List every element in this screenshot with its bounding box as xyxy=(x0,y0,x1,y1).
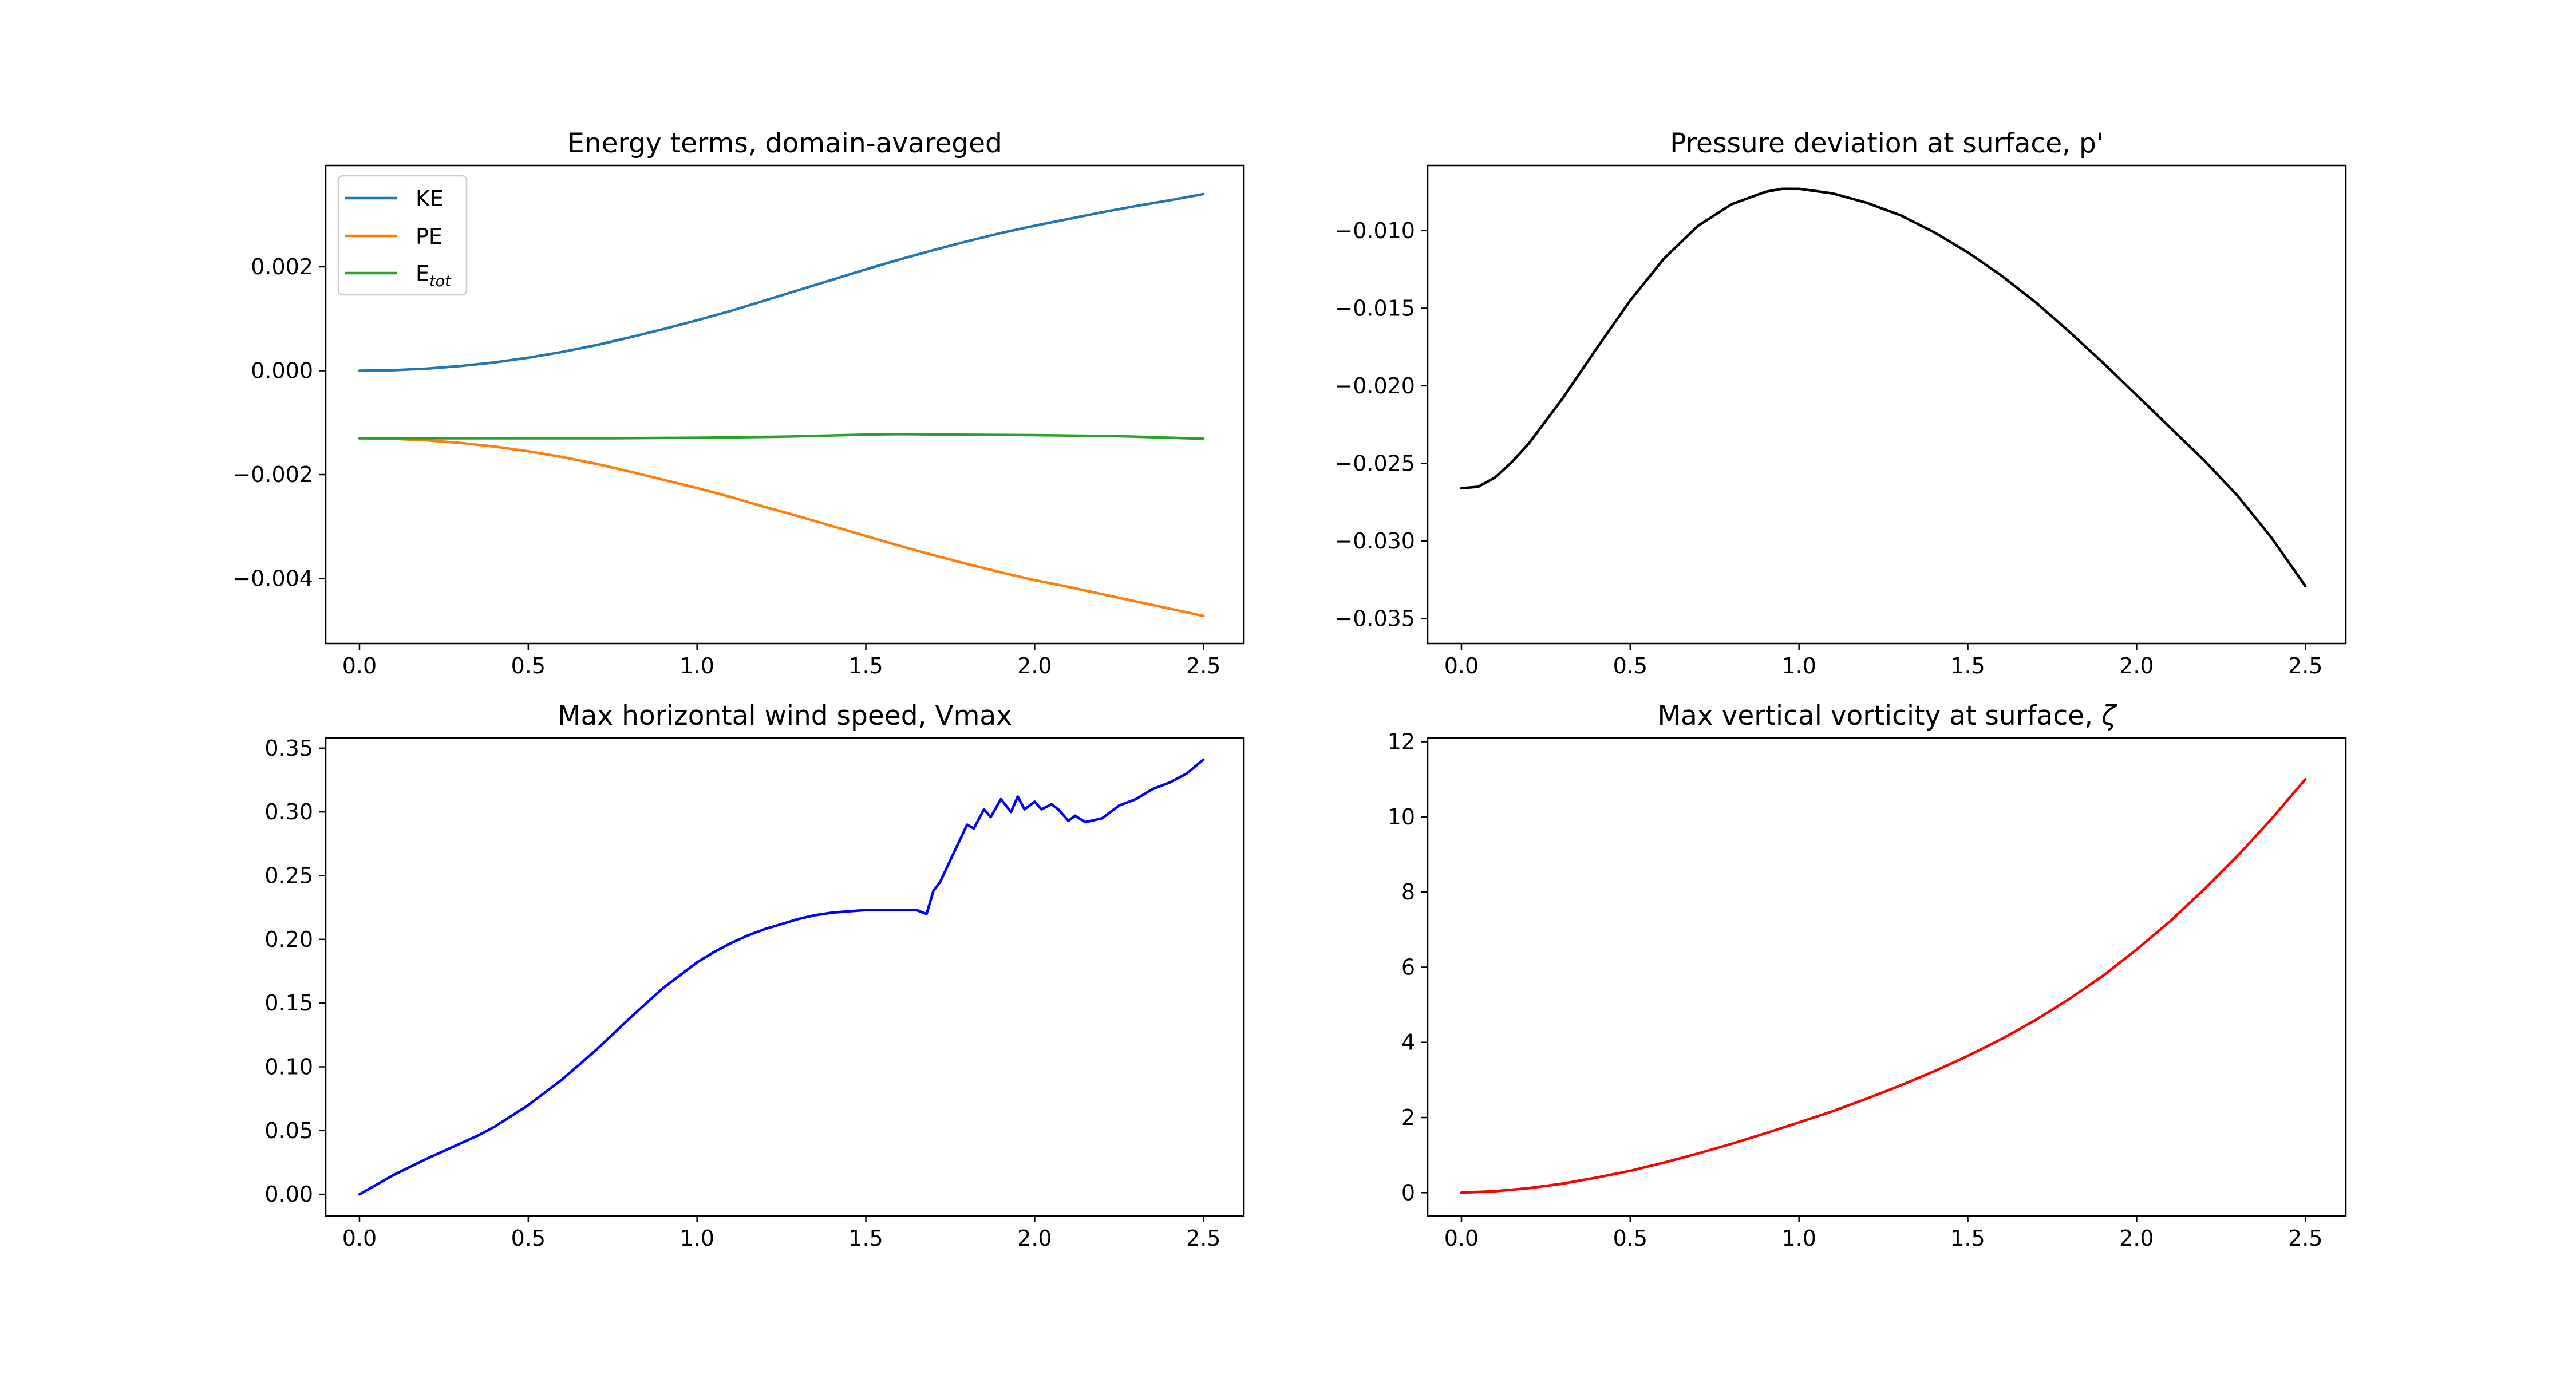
energy-ytick-label: 0.000 xyxy=(251,358,313,384)
vorticity-panel: Max vertical vorticity at surface, ζ 0.0… xyxy=(1388,700,2347,1251)
wind-speed-xtick-label: 2.0 xyxy=(1017,1226,1052,1251)
energy-series-ke-line xyxy=(358,192,1205,372)
vorticity-ytick-label: 0 xyxy=(1401,1180,1415,1205)
energy-xtick-label: 1.0 xyxy=(679,653,714,678)
pressure-ytick-label: −0.015 xyxy=(1334,295,1415,321)
pressure-xtick-label: 0.0 xyxy=(1444,653,1479,678)
vorticity-title-text: Max vertical vorticity at surface, xyxy=(1657,700,2101,732)
legend-label-etot-main: E xyxy=(416,261,429,286)
vorticity-title: Max vertical vorticity at surface, ζ xyxy=(1657,700,2117,732)
vorticity-ytick-label: 10 xyxy=(1388,804,1415,830)
energy-ytick-label: 0.002 xyxy=(251,254,313,279)
vorticity-ytick-label: 8 xyxy=(1401,879,1415,905)
pressure-ytick-label: −0.035 xyxy=(1334,606,1415,631)
vorticity-ytick-label: 2 xyxy=(1401,1105,1415,1130)
legend-label-etot-sub: tot xyxy=(429,273,452,290)
energy-xtick-label: 2.5 xyxy=(1186,653,1220,678)
wind-speed-ytick-label: 0.20 xyxy=(264,927,313,952)
wind-speed-ytick-label: 0.25 xyxy=(264,863,313,888)
pressure-xtick-label: 1.0 xyxy=(1781,653,1816,678)
energy-ytick-label: −0.002 xyxy=(232,462,313,487)
wind-speed-axes-frame xyxy=(325,737,1245,1217)
pressure-plot: 0.0 0.5 1.0 1.5 2.0 2.5 −0.035 −0.030 −0.025 −0.0… xyxy=(1334,187,2322,678)
vorticity-ytick-label: 4 xyxy=(1401,1030,1415,1055)
pressure-ytick-label: −0.020 xyxy=(1334,373,1415,398)
vorticity-ytick-label: 6 xyxy=(1401,954,1415,980)
legend-label-ke: KE xyxy=(416,186,444,211)
energy-xtick-label: 0.0 xyxy=(342,653,377,678)
vorticity-xtick-label: 2.0 xyxy=(2119,1226,2154,1251)
pressure-title: Pressure deviation at surface, p' xyxy=(1670,128,2104,159)
wind-speed-xtick-label: 1.5 xyxy=(848,1226,883,1251)
vorticity-xtick-label: 0.5 xyxy=(1613,1226,1647,1251)
pressure-xtick-label: 0.5 xyxy=(1613,653,1647,678)
wind-speed-xtick-label: 2.5 xyxy=(1186,1226,1220,1251)
wind-speed-xtick-label: 0.0 xyxy=(342,1226,377,1251)
wind-speed-xtick-label: 0.5 xyxy=(511,1226,546,1251)
wind-speed-ytick-label: 0.35 xyxy=(264,736,313,761)
pressure-axes-frame xyxy=(1427,164,2347,645)
vorticity-xtick-label: 1.5 xyxy=(1950,1226,1985,1251)
pressure-xtick-label: 2.0 xyxy=(2119,653,2154,678)
vorticity-axes-frame xyxy=(1427,737,2347,1217)
energy-terms-axes-frame xyxy=(325,164,1245,645)
wind-speed-ytick-label: 0.00 xyxy=(264,1182,313,1207)
energy-xtick-label: 1.5 xyxy=(848,653,883,678)
wind-speed-ytick-label: 0.30 xyxy=(264,799,313,824)
wind-speed-ytick-label: 0.10 xyxy=(264,1054,313,1079)
energy-series-pe-line xyxy=(358,437,1205,618)
pressure-xtick-label: 1.5 xyxy=(1950,653,1985,678)
legend-label-pe: PE xyxy=(416,224,442,249)
pressure-ytick-label: −0.010 xyxy=(1334,218,1415,243)
wind-speed-ytick-label: 0.15 xyxy=(264,990,313,1016)
energy-xtick-label: 2.0 xyxy=(1017,653,1052,678)
vorticity-title-symbol: ζ xyxy=(2101,700,2117,732)
energy-terms-panel: Energy terms, domain-avareged 0.0 0.5 1.0 1… xyxy=(232,128,1245,678)
wind-speed-panel: Max horizontal wind speed, Vmax 0.0 0.5 1.… xyxy=(264,700,1245,1251)
energy-series-e-line xyxy=(358,432,1205,440)
pressure-xtick-label: 2.5 xyxy=(2288,653,2322,678)
vorticity-series-line-line xyxy=(1460,777,2307,1194)
legend-box xyxy=(337,175,468,296)
energy-legend: KE PE Etot xyxy=(337,175,468,296)
pressure-ytick-label: −0.025 xyxy=(1334,451,1415,476)
wind-speed-xtick-label: 1.0 xyxy=(679,1226,714,1251)
energy-terms-title: Energy terms, domain-avareged xyxy=(567,128,1002,159)
vorticity-xtick-label: 1.0 xyxy=(1781,1226,1816,1251)
legend-label-etot: Etot xyxy=(416,261,452,290)
vorticity-plot: 0.0 0.5 1.0 1.5 2.0 2.5 0 2 4 6 8 10 12 xyxy=(1388,729,2323,1251)
wind-speed-ytick-label: 0.05 xyxy=(264,1118,313,1143)
energy-ytick-label: −0.004 xyxy=(232,566,313,591)
wind-speed-series-line-line xyxy=(358,758,1205,1196)
energy-xtick-label: 0.5 xyxy=(511,653,546,678)
pressure-panel: Pressure deviation at surface, p' 0.0 0.5… xyxy=(1334,128,2347,678)
pressure-series-line-line xyxy=(1460,187,2307,587)
pressure-ytick-label: −0.030 xyxy=(1334,528,1415,554)
energy-terms-plot: 0.0 0.5 1.0 1.5 2.0 2.5 −0.004 −0.002 0.000 0.002 xyxy=(232,192,1220,678)
vorticity-xtick-label: 2.5 xyxy=(2288,1226,2322,1251)
vorticity-xtick-label: 0.0 xyxy=(1444,1226,1479,1251)
wind-speed-title: Max horizontal wind speed, Vmax xyxy=(558,700,1012,732)
vorticity-ytick-label: 12 xyxy=(1388,729,1415,755)
wind-speed-plot: 0.0 0.5 1.0 1.5 2.0 2.5 0.00 0.05 0.10 0.15 0.20 0.… xyxy=(264,736,1220,1251)
